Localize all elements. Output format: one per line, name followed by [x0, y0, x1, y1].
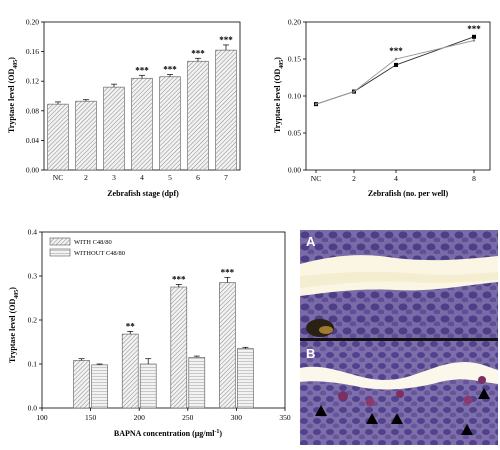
bapna-bar: [73, 360, 90, 409]
bapna-bar: [170, 286, 188, 409]
count-x-tick-label: NC: [311, 174, 321, 183]
stage-bar: [159, 76, 181, 171]
count-x-tick-label: 4: [394, 174, 398, 183]
count-data-point: [472, 34, 476, 39]
bapna-bar: [139, 363, 157, 409]
count-y-tick-label: 0.05: [288, 129, 301, 138]
histology-photo: A B: [300, 230, 498, 445]
bapna-y-tick-label: 0.4: [28, 228, 38, 237]
bapna-significance-mark: ***: [221, 267, 235, 277]
count-data-point: [352, 90, 356, 93]
count-data-point: [394, 62, 398, 67]
bapna-legend-label: WITHOUT C48/80: [74, 250, 125, 257]
bapna-bar: [237, 348, 254, 409]
bapna-x-tick-label: 250: [182, 413, 194, 422]
bapna-x-axis-label: BAPNA concentration (μg/ml-1): [114, 429, 223, 438]
stage-y-tick-label: 0.08: [26, 106, 39, 115]
bapna-y-tick-label: 0.0: [28, 404, 38, 413]
bapna-x-tick-label: 200: [134, 413, 146, 422]
bapna-legend-label: WITH C48/80: [74, 239, 112, 246]
bapna-significance-mark: **: [126, 321, 136, 331]
bapna-bar: [219, 282, 236, 409]
stage-y-tick-label: 0.16: [26, 47, 39, 56]
count-data-point: [314, 102, 318, 106]
count-data-point: [472, 39, 476, 42]
count-line-chart: 0.00 0.05 0.10 0.15 0.20 NC 2 4 8 *** *** Zebrafis…: [273, 18, 491, 198]
stage-significance-mark: ***: [135, 65, 149, 75]
stage-x-tick-label: 4: [140, 173, 144, 182]
count-significance-mark: ***: [467, 24, 481, 34]
triangle-arrow-icon: [315, 405, 327, 416]
stage-bar-chart: 0.00 0.04 0.08 0.12 0.16 0.20 NC 2 3 4 *** 5 *** 6 ***…: [7, 18, 241, 198]
bapna-x-tick-label: 150: [85, 413, 97, 422]
bapna-x-tick-label: 350: [279, 413, 291, 422]
count-data-point: [394, 57, 398, 61]
stage-y-tick-label: 0.20: [26, 18, 39, 27]
count-significance-mark: ***: [389, 46, 403, 56]
stage-bar: [103, 86, 125, 171]
stage-significance-mark: ***: [163, 65, 177, 75]
stage-significance-mark: ***: [191, 48, 205, 58]
stage-bar: [187, 60, 209, 171]
triangle-arrow-icon: [366, 413, 378, 424]
stage-bar: [75, 100, 97, 171]
stage-y-tick-label: 0.12: [26, 77, 39, 86]
bapna-bar: [91, 364, 108, 409]
count-y-tick-label: 0.10: [288, 92, 301, 101]
bapna-y-axis-label: Tryptase level (OD405): [8, 287, 20, 363]
stage-bar: [131, 77, 153, 171]
stage-bar: [47, 103, 69, 171]
bapna-significance-mark: ***: [172, 274, 186, 284]
triangle-arrow-icon: [461, 424, 473, 435]
count-plot-frame: [305, 21, 491, 171]
bapna-y-tick-label: 0.1: [28, 360, 38, 369]
count-y-tick-label: 0.15: [288, 55, 301, 64]
micrograph-b: B: [300, 341, 498, 445]
count-y-tick-label: 0.00: [288, 166, 301, 175]
stage-y-tick-label: 0.00: [26, 166, 39, 175]
count-x-axis-label: Zebrafish (no. per well): [368, 189, 449, 198]
bapna-legend-swatch: [49, 248, 71, 257]
stage-x-tick-label: 6: [196, 173, 200, 182]
bapna-bar: [188, 357, 206, 409]
bapna-legend-swatch: [49, 237, 71, 246]
bapna-bar: [121, 333, 139, 409]
stage-y-tick-label: 0.04: [26, 136, 39, 145]
stage-bar: [215, 49, 237, 171]
bapna-y-tick-label: 0.2: [28, 316, 38, 325]
triangle-arrow-icon: [478, 388, 490, 399]
micrograph-a: A: [300, 230, 498, 338]
stage-x-tick-label: 3: [112, 173, 116, 182]
count-x-tick-label: 2: [352, 174, 356, 183]
bapna-x-tick-label: 100: [36, 413, 48, 422]
bapna-y-tick-label: 0.3: [28, 272, 38, 281]
stage-y-axis-label: Tryptase level (OD405): [7, 57, 19, 133]
count-series-line: [315, 40, 475, 105]
count-x-tick-label: 8: [472, 174, 476, 183]
stage-x-tick-label: NC: [53, 173, 63, 182]
panel-b-label: B: [306, 346, 315, 361]
stage-x-tick-label: 2: [84, 173, 88, 182]
stage-x-tick-label: 5: [168, 173, 172, 182]
triangle-arrow-icon: [391, 413, 403, 424]
stage-x-axis-label: Zebrafish stage (dpf): [107, 189, 179, 198]
bapna-x-tick-label: 300: [231, 413, 243, 422]
stage-x-tick-label: 7: [224, 173, 228, 182]
panel-a-label: A: [306, 234, 316, 249]
stage-significance-mark: ***: [219, 35, 233, 45]
count-y-tick-label: 0.20: [288, 18, 301, 27]
count-y-axis-label: Tryptase level (OD405): [273, 57, 285, 133]
